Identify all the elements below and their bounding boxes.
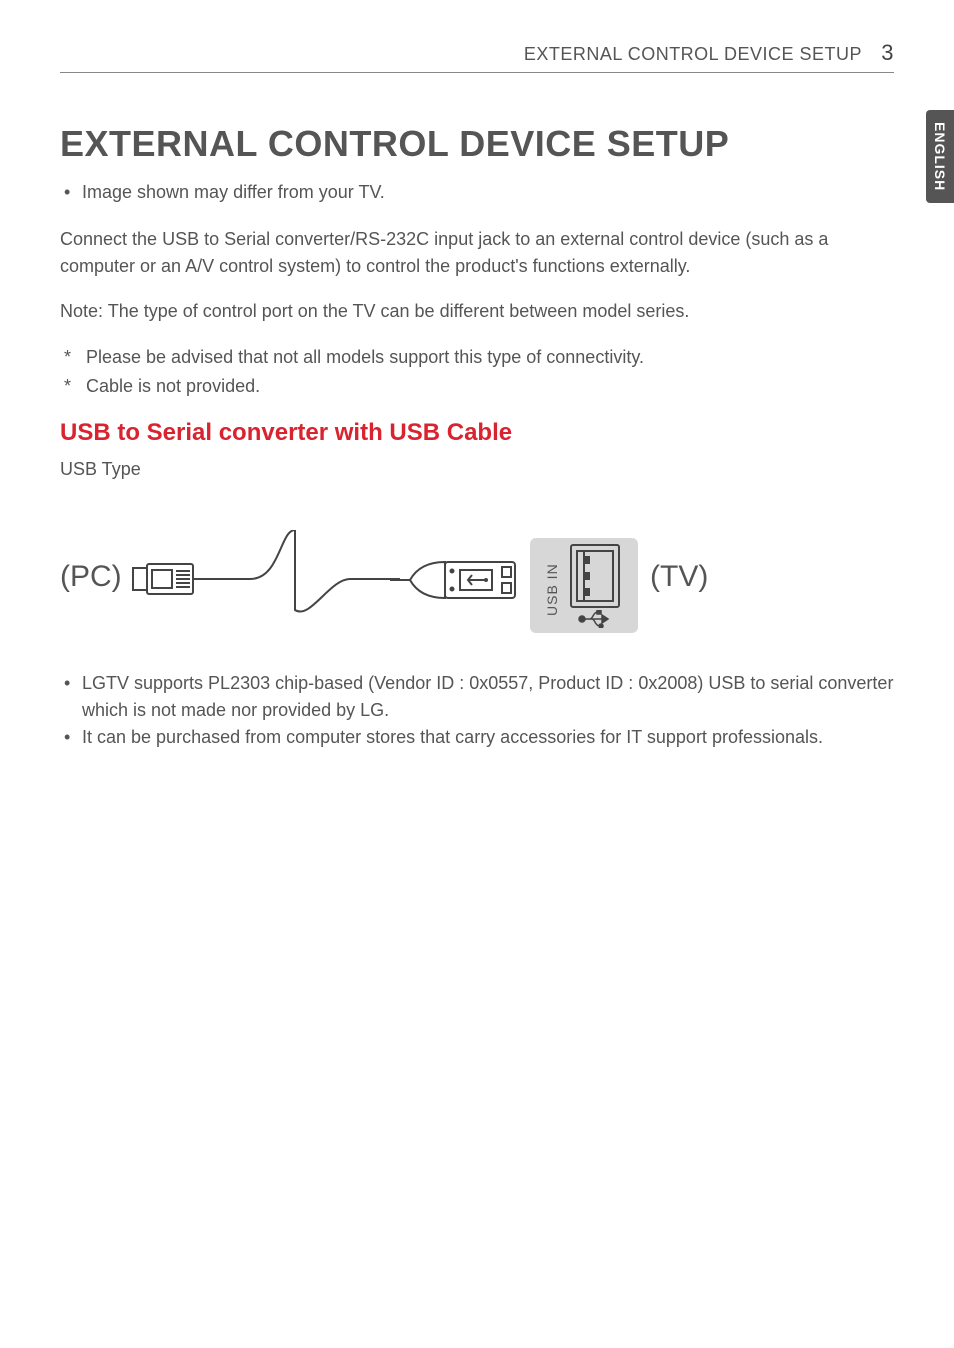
after-diagram-bullet-item: It can be purchased from computer stores… [64,724,894,751]
running-title: EXTERNAL CONTROL DEVICE SETUP [524,44,862,64]
tv-usb-port-icon: USB IN [530,538,638,633]
subtype-label: USB Type [60,459,894,480]
usb-in-label: USB IN [544,563,560,616]
cable-icon [210,530,400,620]
running-header: EXTERNAL CONTROL DEVICE SETUP 3 [60,40,894,73]
star-note-item: Please be advised that not all models su… [64,343,894,372]
intro-bullet-item: Image shown may differ from your TV. [64,179,894,206]
page-title: EXTERNAL CONTROL DEVICE SETUP [60,123,894,165]
paragraph-2: Note: The type of control port on the TV… [60,298,894,325]
usb-port-slot-icon [570,544,620,608]
after-diagram-bullet-item: LGTV supports PL2303 chip-based (Vendor … [64,670,894,724]
connection-diagram: (PC) [60,510,894,640]
page: EXTERNAL CONTROL DEVICE SETUP 3 ENGLISH … [0,0,954,1348]
language-tab: ENGLISH [926,110,954,203]
tv-label: (TV) [650,560,708,594]
usb-serial-converter-icon [390,560,530,600]
usb-a-plug-icon [132,562,222,596]
section-title: USB to Serial converter with USB Cable [60,419,894,447]
star-note-list: Please be advised that not all models su… [60,343,894,401]
paragraph-1: Connect the USB to Serial converter/RS-2… [60,226,894,280]
intro-bullet-list: Image shown may differ from your TV. [60,179,894,206]
page-number: 3 [881,40,894,65]
usb-trident-icon [578,610,612,628]
after-diagram-bullet-list: LGTV supports PL2303 chip-based (Vendor … [60,670,894,751]
pc-label: (PC) [60,560,122,594]
star-note-item: Cable is not provided. [64,372,894,401]
